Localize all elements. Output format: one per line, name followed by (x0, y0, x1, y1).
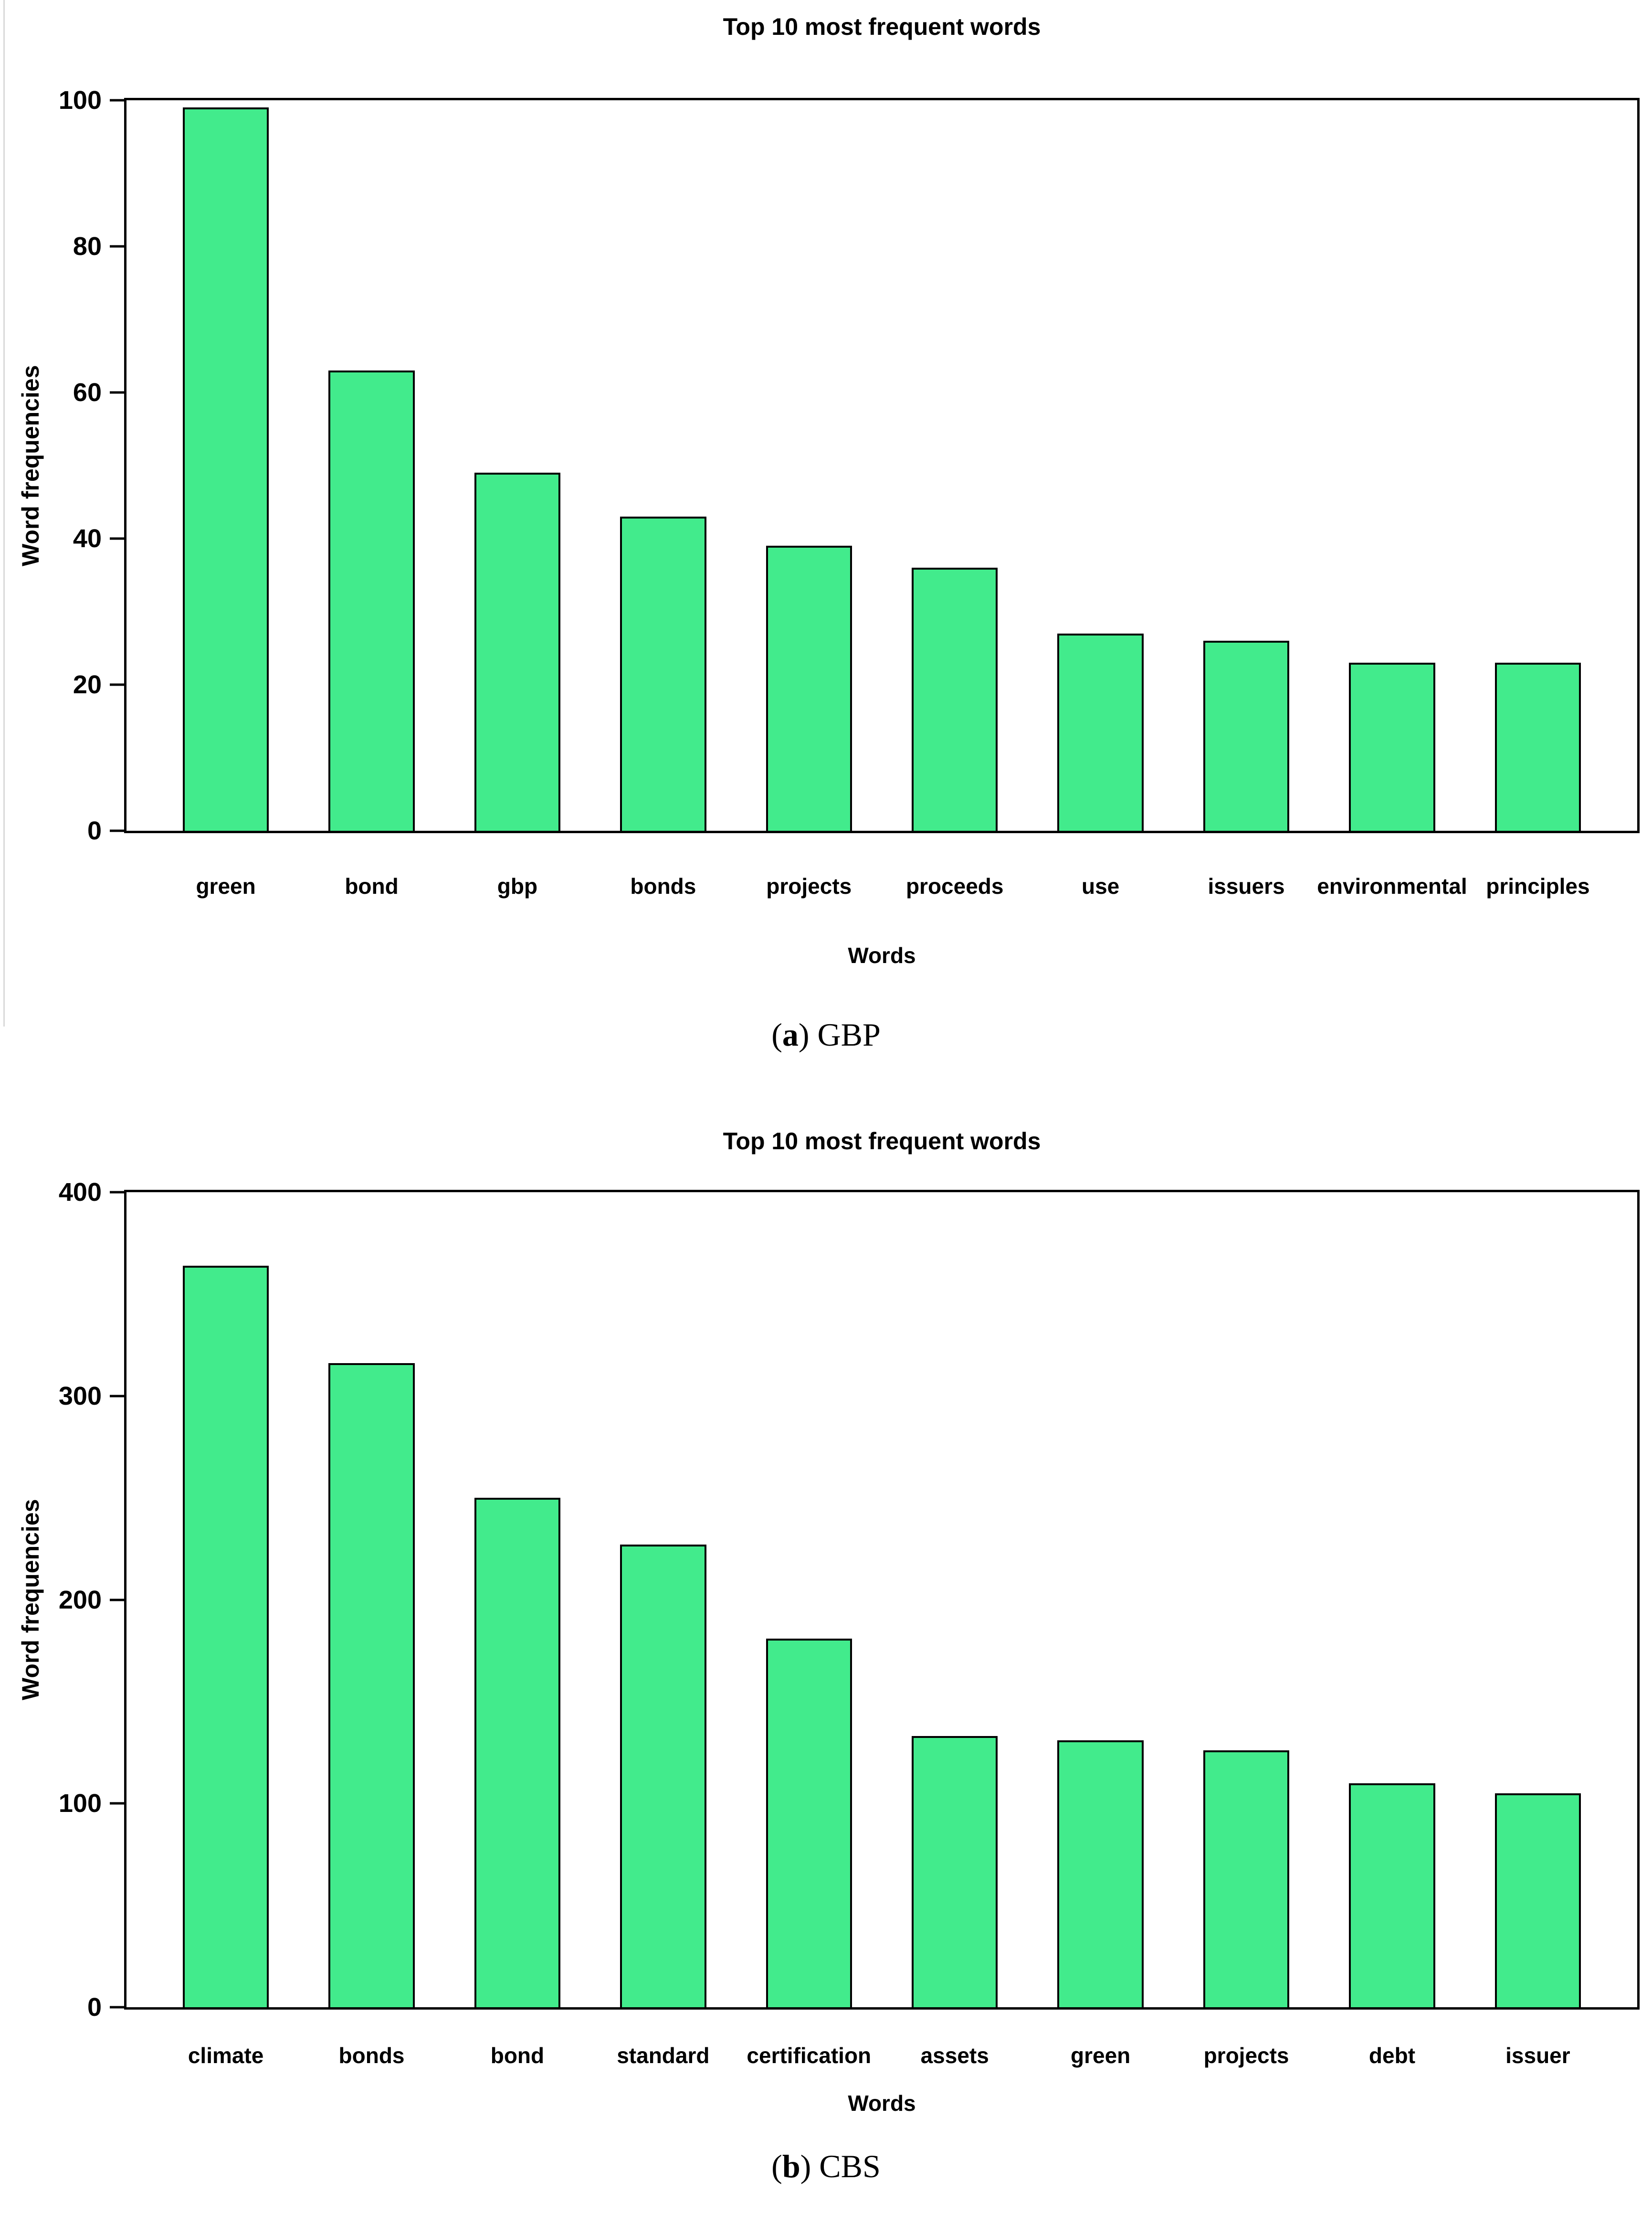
bar-projects (1203, 1750, 1290, 2007)
x-tick-label: green (1070, 2043, 1131, 2068)
page-edge-line (3, 0, 5, 1027)
chart-b-x-axis-label: Words (848, 2091, 916, 2116)
y-tick-mark (110, 829, 126, 832)
bar-certification (766, 1638, 852, 2007)
x-tick-label: standard (617, 2043, 710, 2068)
bar-gbp (474, 473, 561, 831)
x-tick-label: proceeds (905, 874, 1004, 899)
y-tick-label: 400 (58, 1178, 102, 1207)
caption-letter: b (782, 2148, 800, 2184)
caption-letter: a (782, 1016, 799, 1053)
bar-use (1057, 633, 1144, 831)
x-tick-label: bonds (630, 874, 696, 899)
chart-a-plot-area: 0 20 40 60 80 100 green bond gbp bonds projects pro… (59, 87, 1640, 897)
caption-text: GBP (809, 1016, 881, 1053)
bar-assets (912, 1736, 998, 2007)
bar-climate (182, 1265, 269, 2007)
y-tick-mark (110, 1802, 126, 1805)
y-tick-label: 300 (58, 1381, 102, 1410)
bar-bonds (620, 517, 706, 831)
x-tick-label: certification (747, 2043, 872, 2068)
x-tick-label: bond (345, 874, 399, 899)
figure-a-caption: (a) GBP (0, 1016, 1652, 1053)
x-tick-label: projects (1203, 2043, 1289, 2068)
y-tick-label: 80 (73, 232, 102, 261)
y-tick-mark (110, 537, 126, 540)
figure-b-caption: (b) CBS (0, 2148, 1652, 2185)
x-tick-label: projects (766, 874, 852, 899)
y-tick-mark (110, 683, 126, 686)
caption-paren-close: ) (800, 2148, 811, 2184)
caption-paren-open: ( (771, 1016, 782, 1053)
x-tick-label: assets (920, 2043, 989, 2068)
bar-green (182, 107, 269, 831)
y-tick-mark (110, 245, 126, 248)
chart-a-title: Top 10 most frequent words (723, 13, 1041, 40)
y-tick-mark (110, 2006, 126, 2009)
y-tick-label: 200 (58, 1585, 102, 1614)
bar-environmental (1349, 663, 1435, 831)
bar-bond (474, 1498, 561, 2007)
x-tick-label: bonds (338, 2043, 405, 2068)
bar-principles (1494, 663, 1581, 831)
y-tick-mark (110, 1191, 126, 1194)
chart-b-plot-area: 0 100 200 300 400 climate bonds bond standard cer… (59, 1179, 1640, 2066)
bar-issuers (1203, 641, 1290, 831)
x-tick-label: debt (1368, 2043, 1416, 2068)
x-tick-label: issuer (1505, 2043, 1570, 2068)
y-tick-label: 60 (73, 378, 102, 407)
x-tick-label: issuers (1208, 874, 1285, 899)
y-tick-mark (110, 1599, 126, 1601)
x-tick-label: gbp (497, 874, 538, 899)
x-tick-label: climate (188, 2043, 264, 2068)
x-tick-label: green (196, 874, 256, 899)
bar-bond (328, 371, 415, 831)
chart-b-title: Top 10 most frequent words (723, 1128, 1041, 1154)
x-tick-label: bond (490, 2043, 545, 2068)
bar-green (1057, 1740, 1144, 2007)
bar-projects (766, 546, 852, 831)
chart-a-x-axis-label: Words (848, 943, 916, 968)
y-tick-mark (110, 1395, 126, 1398)
chart-a-y-axis-label: Word frequencies (17, 365, 44, 566)
bar-standard (620, 1545, 706, 2007)
y-tick-label: 20 (73, 670, 102, 699)
chart-b-y-axis-label: Word frequencies (17, 1499, 44, 1701)
bar-bonds (328, 1363, 415, 2007)
caption-paren-open: ( (771, 2148, 782, 2184)
y-tick-label: 100 (58, 1789, 102, 1818)
caption-paren-close: ) (798, 1016, 810, 1053)
x-tick-label: environmental (1317, 874, 1467, 899)
y-tick-label: 0 (87, 1993, 102, 2022)
y-tick-label: 40 (73, 524, 102, 553)
x-tick-label: principles (1486, 874, 1590, 899)
bar-issuer (1494, 1793, 1581, 2007)
bar-debt (1349, 1783, 1435, 2007)
y-tick-mark (110, 391, 126, 394)
bar-proceeds (912, 568, 998, 831)
x-tick-label: use (1081, 874, 1120, 899)
y-tick-mark (110, 99, 126, 102)
y-tick-label: 100 (58, 86, 102, 115)
y-tick-label: 0 (87, 816, 102, 845)
caption-text: CBS (811, 2148, 881, 2184)
